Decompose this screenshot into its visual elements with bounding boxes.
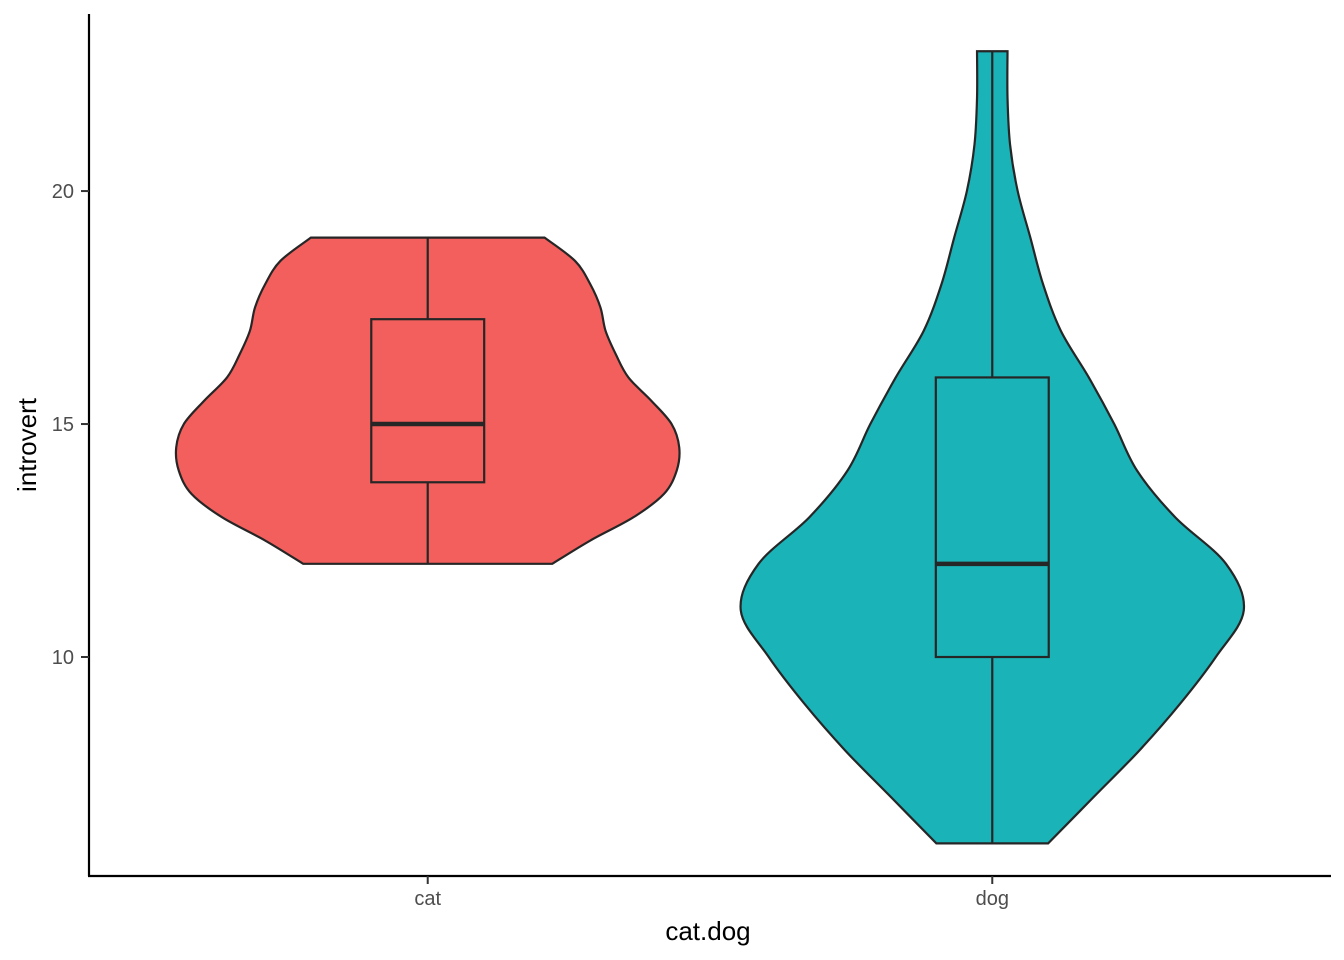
y-tick-label-10: 10	[52, 647, 74, 669]
box-cat	[370, 318, 486, 484]
violin-group-dog	[739, 50, 1246, 845]
x-tick-label-cat: cat	[414, 888, 441, 910]
y-axis-ticks: 10 15 20	[52, 181, 89, 669]
y-tick-label-20: 20	[52, 181, 74, 203]
plot-area	[174, 50, 1246, 845]
y-tick-label-15: 15	[52, 414, 74, 436]
x-tick-label-dog: dog	[976, 888, 1009, 910]
x-axis-ticks: cat dog	[414, 876, 1009, 910]
box-dog	[934, 376, 1050, 659]
x-axis-title: cat.dog	[665, 916, 750, 946]
y-axis-title: introvert	[12, 397, 42, 492]
violin-group-cat	[174, 236, 681, 565]
